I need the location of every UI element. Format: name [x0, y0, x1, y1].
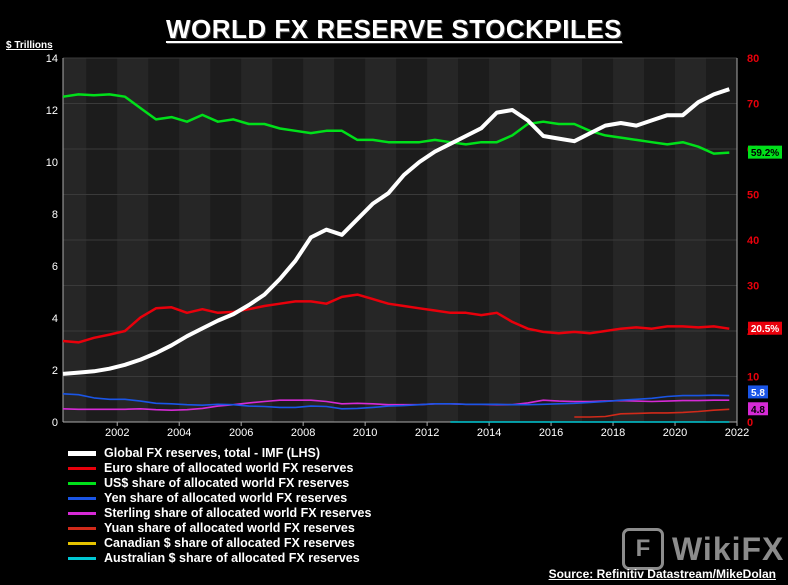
y-right-tick-label: 40 [747, 235, 759, 247]
end-label: 59.2% [751, 148, 779, 159]
x-tick-label: 2020 [663, 427, 687, 439]
legend-item-euro: Euro share of allocated world FX reserve… [68, 461, 371, 476]
watermark-text: WikiFX [672, 530, 785, 567]
legend-label: Global FX reserves, total - IMF (LHS) [104, 446, 321, 460]
x-tick-label: 2012 [415, 427, 439, 439]
y-right-tick-label: 0 [747, 417, 753, 429]
legend-label: Australian $ share of allocated FX reser… [104, 551, 360, 565]
legend-swatch [68, 497, 96, 500]
y-right-tick-label: 80 [747, 53, 759, 65]
legend-label: US$ share of allocated world FX reserves [104, 476, 350, 490]
y-right-tick-label: 10 [747, 372, 759, 384]
x-tick-label: 2014 [477, 427, 501, 439]
legend-item-yen: Yen share of allocated world FX reserves [68, 491, 371, 506]
end-label-box [748, 321, 782, 335]
legend-item-global: Global FX reserves, total - IMF (LHS) [68, 446, 371, 461]
legend-swatch [68, 482, 96, 485]
y-left-tick-label: 2 [52, 365, 58, 377]
y-left-tick-label: 12 [46, 105, 58, 117]
legend-item-aud: Australian $ share of allocated FX reser… [68, 551, 371, 566]
y-right-tick-label: 30 [747, 281, 759, 293]
legend-label: Canadian $ share of allocated FX reserve… [104, 536, 355, 550]
y-left-tick-label: 4 [52, 313, 58, 325]
source-note: Source: Refinitiv Datastream/MikeDolan [548, 567, 776, 581]
legend-swatch [68, 527, 96, 530]
y-left-tick-label: 10 [46, 157, 58, 169]
legend-item-cad: Canadian $ share of allocated FX reserve… [68, 536, 371, 551]
series-line-2 [62, 93, 730, 155]
end-label-box [748, 385, 768, 399]
x-tick-label: 2008 [291, 427, 315, 439]
y-left-tick-label: 14 [46, 53, 58, 65]
series-line-3 [62, 393, 730, 410]
legend-item-usd: US$ share of allocated world FX reserves [68, 476, 371, 491]
legend-label: Euro share of allocated world FX reserve… [104, 461, 354, 475]
legend-swatch [68, 467, 96, 470]
legend-label: Yuan share of allocated world FX reserve… [104, 521, 355, 535]
legend-swatch [68, 542, 96, 545]
end-label: 20.5% [751, 324, 779, 335]
legend-label: Sterling share of allocated world FX res… [104, 506, 372, 520]
end-label: 4.8 [751, 405, 765, 416]
y-left-tick-label: 6 [52, 261, 58, 273]
y-axis-left-label: $ Trillions [6, 40, 53, 51]
x-tick-label: 2018 [601, 427, 625, 439]
x-tick-label: 2006 [229, 427, 253, 439]
series-line-1 [62, 293, 730, 344]
legend-swatch [68, 557, 96, 560]
x-tick-label: 2010 [353, 427, 377, 439]
watermark-logo-icon: F [622, 528, 664, 570]
series-line-5 [574, 408, 730, 418]
y-right-tick-label: 70 [747, 99, 759, 111]
fx-reserves-chart: 0246810121401020304050607080200220042006… [46, 53, 782, 439]
y-left-tick-label: 8 [52, 209, 58, 221]
legend-swatch [68, 451, 96, 456]
y-right-tick-label: 50 [747, 190, 759, 202]
x-tick-label: 2002 [105, 427, 129, 439]
end-label: 5.8 [751, 388, 765, 399]
legend-swatch [68, 512, 96, 515]
end-label-box [748, 402, 768, 416]
watermark: F WikiFX [622, 528, 784, 570]
series-line-0 [62, 87, 730, 376]
chart-title: WORLD FX RESERVE STOCKPILES [165, 14, 623, 44]
legend-label: Yen share of allocated world FX reserves [104, 491, 348, 505]
end-label-box [748, 145, 782, 159]
x-tick-label: 2004 [167, 427, 191, 439]
legend-item-yuan: Yuan share of allocated world FX reserve… [68, 521, 371, 536]
x-tick-label: 2022 [725, 427, 749, 439]
x-tick-label: 2016 [539, 427, 563, 439]
legend: Global FX reserves, total - IMF (LHS) Eu… [68, 446, 371, 566]
legend-item-sterling: Sterling share of allocated world FX res… [68, 506, 371, 521]
y-left-tick-label: 0 [52, 417, 58, 429]
